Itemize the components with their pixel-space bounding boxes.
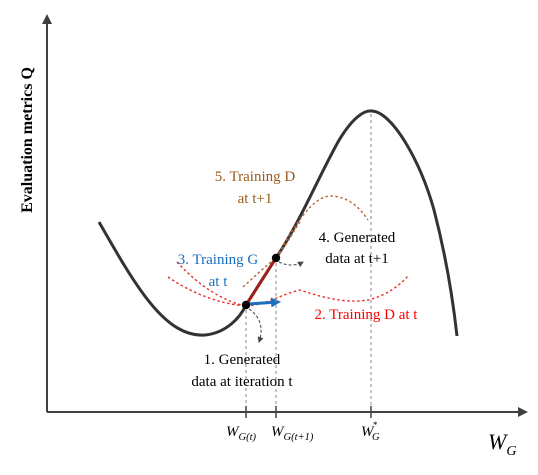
x-axis-label: WG bbox=[488, 429, 516, 459]
evaluation-curve bbox=[97, 109, 459, 337]
label-training-g-line2: at t bbox=[209, 274, 229, 290]
label-generated-t1-line1: 4. Generated bbox=[319, 230, 396, 246]
y-axis-label: Evaluation metrics Q bbox=[19, 67, 36, 213]
pointer-step4 bbox=[278, 261, 304, 268]
label-training-d-t1-line2: at t+1 bbox=[238, 191, 273, 207]
tick-label-t: WG(t) bbox=[226, 424, 256, 443]
dashed-d-at-t1-upper bbox=[275, 195, 369, 259]
update-segment bbox=[244, 257, 278, 306]
tick-label-star: W* G bbox=[361, 420, 380, 443]
dashed-d-at-t1-lower bbox=[242, 221, 301, 288]
point-t1 bbox=[271, 253, 281, 263]
training-g-arrow bbox=[247, 297, 281, 308]
label-training-g-line1: 3. Training G bbox=[178, 252, 259, 268]
point-t bbox=[241, 300, 251, 310]
dashed-d-at-t-right bbox=[245, 275, 409, 307]
label-generated-t-line1: 1. Generated bbox=[204, 352, 281, 368]
label-training-d-t: 2. Training D at t bbox=[315, 307, 419, 323]
dashed-d-at-t-left bbox=[167, 276, 247, 307]
label-generated-t1-line2: data at t+1 bbox=[325, 251, 388, 267]
tick-label-t1: WG(t+1) bbox=[271, 424, 314, 443]
label-generated-t-line2: data at iteration t bbox=[191, 374, 293, 390]
label-training-d-t1-line1: 5. Training D bbox=[215, 169, 296, 185]
pointer-step1 bbox=[248, 308, 264, 343]
dashed-d-at-t-top bbox=[176, 261, 247, 307]
